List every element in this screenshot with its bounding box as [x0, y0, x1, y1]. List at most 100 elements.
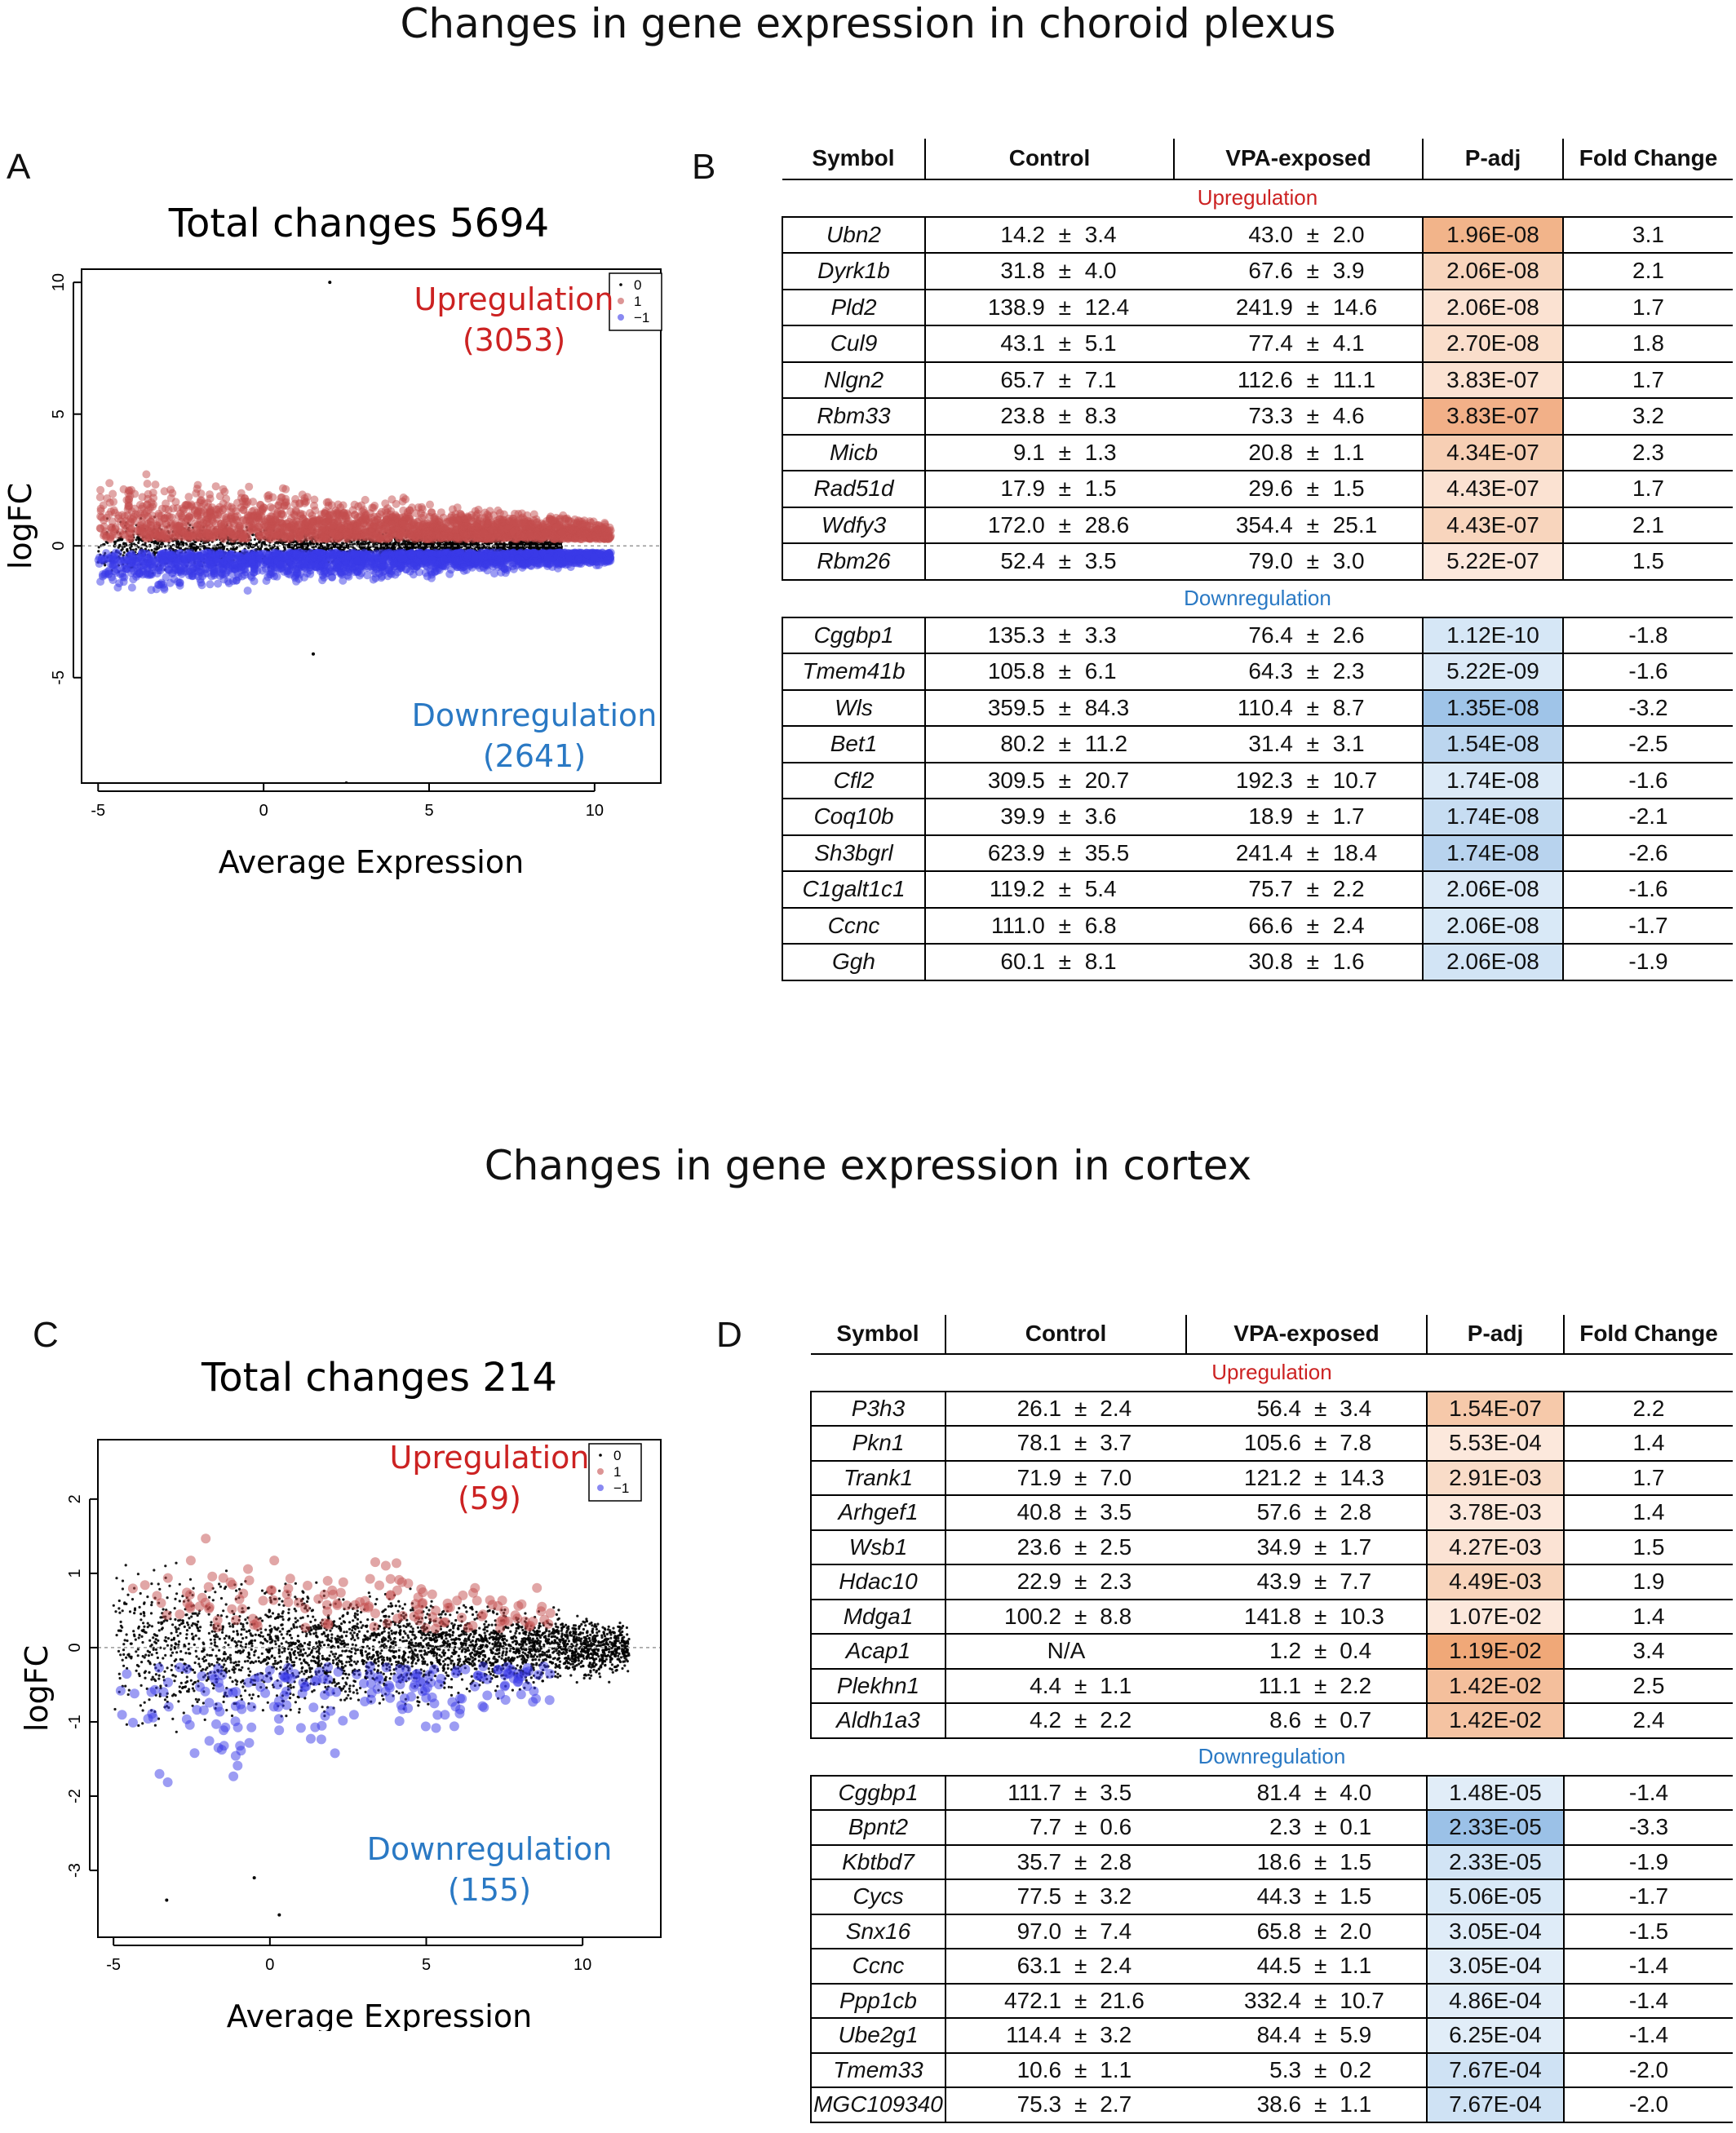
data-point: [213, 510, 222, 519]
data-point: [329, 510, 338, 519]
data-point: [264, 492, 272, 501]
data-point: [203, 518, 212, 527]
data-point: [334, 500, 343, 509]
data-point: [285, 523, 293, 531]
data-point: [520, 542, 523, 546]
data-point: [548, 534, 557, 543]
data-point: [249, 511, 258, 520]
data-point: [516, 530, 525, 539]
data-point: [452, 525, 461, 534]
series-1: [95, 470, 615, 544]
data-point: [160, 487, 169, 496]
data-point: [333, 543, 337, 547]
data-point: [153, 547, 157, 551]
data-point: [383, 529, 392, 538]
data-point: [132, 542, 135, 546]
data-point: [96, 485, 105, 494]
data-point: [413, 529, 422, 538]
data-point: [352, 522, 361, 531]
data-point: [154, 511, 163, 520]
data-point: [142, 470, 151, 479]
data-point: [502, 524, 511, 533]
data-point: [414, 503, 423, 512]
data-point: [263, 542, 267, 546]
data-point: [157, 530, 166, 539]
data-point: [215, 543, 219, 547]
data-point: [126, 549, 129, 552]
data-point: [239, 506, 248, 514]
data-point: [162, 542, 165, 546]
data-point: [143, 480, 152, 488]
data-point: [481, 546, 485, 550]
data-point: [304, 542, 308, 546]
data-point: [278, 484, 287, 493]
data-point: [148, 489, 157, 497]
data-point: [247, 547, 250, 550]
data-point: [392, 499, 401, 508]
data-point: [95, 493, 104, 502]
data-point: [184, 542, 188, 545]
data-point: [339, 547, 342, 550]
data-point: [295, 499, 304, 508]
data-point: [286, 533, 295, 542]
data-point: [156, 547, 159, 551]
data-point: [322, 498, 331, 507]
data-point: [263, 533, 272, 542]
data-point: [135, 538, 138, 542]
data-point: [242, 542, 246, 546]
data-point: [367, 542, 370, 546]
data-point: [325, 547, 328, 551]
data-point: [352, 546, 355, 549]
data-point: [442, 519, 451, 528]
title-choroid-plexus: Changes in gene expression in choroid pl…: [400, 0, 1336, 47]
data-point: [173, 522, 182, 531]
data-point: [423, 542, 426, 546]
data-point: [361, 531, 370, 540]
data-point: [581, 529, 590, 538]
data-point: [137, 504, 146, 513]
data-point: [277, 542, 280, 545]
data-point: [197, 530, 206, 539]
data-point: [137, 541, 140, 544]
data-point: [255, 543, 258, 547]
data-point: [179, 506, 188, 515]
data-point: [428, 520, 437, 529]
data-point: [206, 494, 215, 503]
data-point: [232, 547, 236, 551]
data-point: [311, 506, 320, 515]
data-point: [237, 489, 246, 498]
data-point: [268, 522, 277, 531]
data-point: [330, 546, 334, 549]
data-point: [221, 528, 230, 537]
data-point: [105, 479, 114, 488]
data-point: [295, 542, 299, 545]
data-point: [391, 545, 395, 548]
data-point: [570, 534, 579, 543]
data-point: [257, 547, 260, 551]
data-point: [548, 516, 557, 524]
data-point: [341, 542, 344, 545]
data-point: [299, 546, 303, 549]
data-point: [315, 516, 324, 525]
data-point: [261, 541, 264, 544]
data-point: [436, 542, 439, 545]
data-point: [206, 506, 215, 515]
data-point: [243, 498, 252, 507]
title-cortex: Changes in gene expression in cortex: [484, 1142, 1252, 1189]
data-point: [163, 545, 167, 548]
data-point: [224, 502, 232, 511]
data-point: [321, 509, 330, 518]
data-point: [108, 531, 117, 540]
data-point: [436, 508, 445, 517]
data-point: [130, 545, 133, 548]
data-point: [478, 546, 481, 549]
data-point: [180, 528, 189, 537]
data-point: [532, 533, 541, 542]
data-point: [294, 527, 303, 536]
data-point: [366, 547, 370, 550]
data-point: [150, 548, 153, 552]
data-point: [198, 542, 202, 547]
data-point: [130, 542, 133, 546]
data-point: [541, 529, 550, 538]
data-point: [405, 546, 409, 549]
